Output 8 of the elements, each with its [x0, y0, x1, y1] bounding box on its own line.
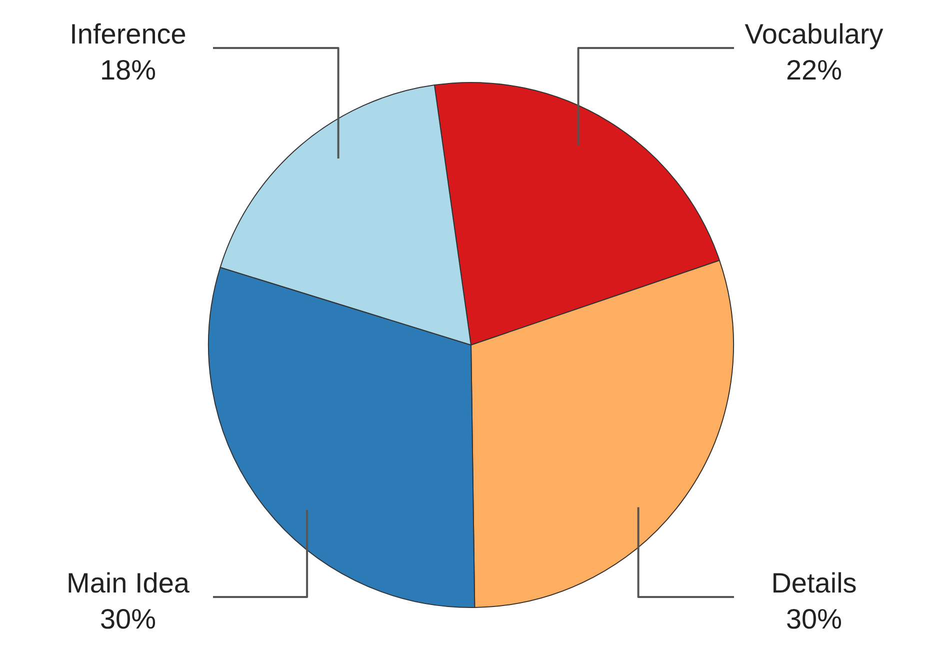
data-label: 30% [786, 604, 842, 635]
slice-label: Vocabulary [744, 18, 884, 50]
data-label: 18% [100, 54, 156, 86]
data-label: 22% [786, 54, 842, 86]
slice-label: Inference [70, 18, 186, 50]
slice-label: Details [771, 568, 857, 599]
data-label: 30% [100, 604, 156, 635]
slice-label: Main Idea [66, 568, 190, 599]
